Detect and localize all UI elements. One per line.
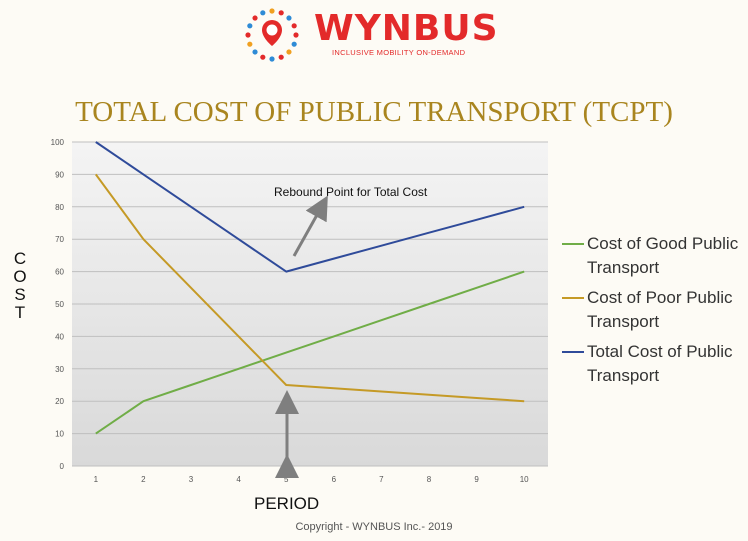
y-tick-label: 80 xyxy=(55,203,64,212)
x-tick-label: 3 xyxy=(189,475,194,484)
logo-figure-icon xyxy=(269,56,275,62)
y-tick-label: 30 xyxy=(55,365,64,374)
legend-label: Cost of Poor Public Transport xyxy=(587,288,733,331)
y-axis-title-letter: T xyxy=(14,303,26,322)
logo-figure-icon xyxy=(260,54,266,60)
logo-figure-icon xyxy=(293,32,299,38)
chart-legend: Cost of Good Public Transport Cost of Poo… xyxy=(556,232,748,394)
y-axis-title-letter: O xyxy=(13,267,27,286)
logo-figure-icon xyxy=(247,41,253,47)
logo-pin-center xyxy=(266,24,278,36)
page-title: TOTAL COST OF PUBLIC TRANSPORT (TCPT) xyxy=(75,96,673,128)
legend-label: Cost of Good Public Transport xyxy=(587,234,739,277)
y-tick-label: 60 xyxy=(55,268,64,277)
legend-item: Cost of Good Public Transport xyxy=(556,232,748,280)
legend-item: Cost of Poor Public Transport xyxy=(556,286,748,334)
x-tick-label: 7 xyxy=(379,475,384,484)
legend-swatch xyxy=(562,243,584,245)
legend-swatch xyxy=(562,351,584,353)
y-tick-label: 0 xyxy=(60,462,65,471)
x-tick-labels: 1 2 3 4 5 6 7 8 9 10 xyxy=(94,475,530,484)
x-tick-label: 1 xyxy=(94,475,99,484)
gridlines xyxy=(72,141,548,467)
y-tick-label: 100 xyxy=(51,138,65,147)
y-tick-label: 70 xyxy=(55,235,64,244)
logo-figure-icon xyxy=(291,41,297,47)
series-line-3 xyxy=(95,141,525,273)
series-line-1 xyxy=(95,270,525,435)
logo-tagline: INCLUSIVE MOBILITY ON-DEMAND xyxy=(332,48,466,57)
wynbus-logo: WYNBUS INCLUSIVE MOBILITY ON-DEMAND xyxy=(236,6,536,64)
x-tick-label: 6 xyxy=(332,475,337,484)
logo-figure-icon xyxy=(286,15,292,21)
y-tick-label: 20 xyxy=(55,397,64,406)
y-axis-title-letter: S xyxy=(14,285,26,304)
logo-emblem-icon xyxy=(245,8,299,62)
logo-brand-text: WYNBUS xyxy=(314,8,499,49)
series-lines xyxy=(94,141,525,435)
copyright-text: Copyright - WYNBUS Inc.- 2019 xyxy=(295,521,453,533)
annotation-rebound-arrow xyxy=(292,195,328,257)
logo-figure-icon xyxy=(278,54,284,60)
y-tick-labels: 0 10 20 30 40 50 60 70 80 90 100 xyxy=(51,138,65,471)
legend-item: Total Cost of Public Transport xyxy=(556,340,748,388)
logo-figure-icon xyxy=(247,23,253,29)
logo-figure-icon xyxy=(252,49,258,55)
x-tick-label: 9 xyxy=(474,475,479,484)
legend-swatch xyxy=(562,297,584,299)
y-tick-label: 90 xyxy=(55,170,64,179)
x-tick-label: 2 xyxy=(141,475,146,484)
logo-figure-icon xyxy=(260,10,266,16)
y-axis-title-letter: C xyxy=(13,249,27,268)
logo-figure-icon xyxy=(269,8,275,14)
y-tick-label: 10 xyxy=(55,430,64,439)
logo-figure-icon xyxy=(286,49,292,55)
x-tick-label: 8 xyxy=(427,475,432,484)
x-tick-label: 5 xyxy=(284,475,289,484)
logo-figure-icon xyxy=(252,15,258,21)
y-tick-label: 50 xyxy=(55,300,64,309)
x-tick-label: 4 xyxy=(236,475,241,484)
x-axis-title: PERIOD xyxy=(254,494,320,513)
legend-label: Total Cost of Public Transport xyxy=(587,342,733,385)
series-line-2 xyxy=(94,173,525,403)
logo-figure-icon xyxy=(245,32,251,38)
y-tick-label: 40 xyxy=(55,332,64,341)
annotation-rebound-text: Rebound Point for Total Cost xyxy=(274,185,428,199)
logo-figure-icon xyxy=(291,23,297,29)
logo-figure-icon xyxy=(278,10,284,16)
x-tick-label: 10 xyxy=(520,475,529,484)
